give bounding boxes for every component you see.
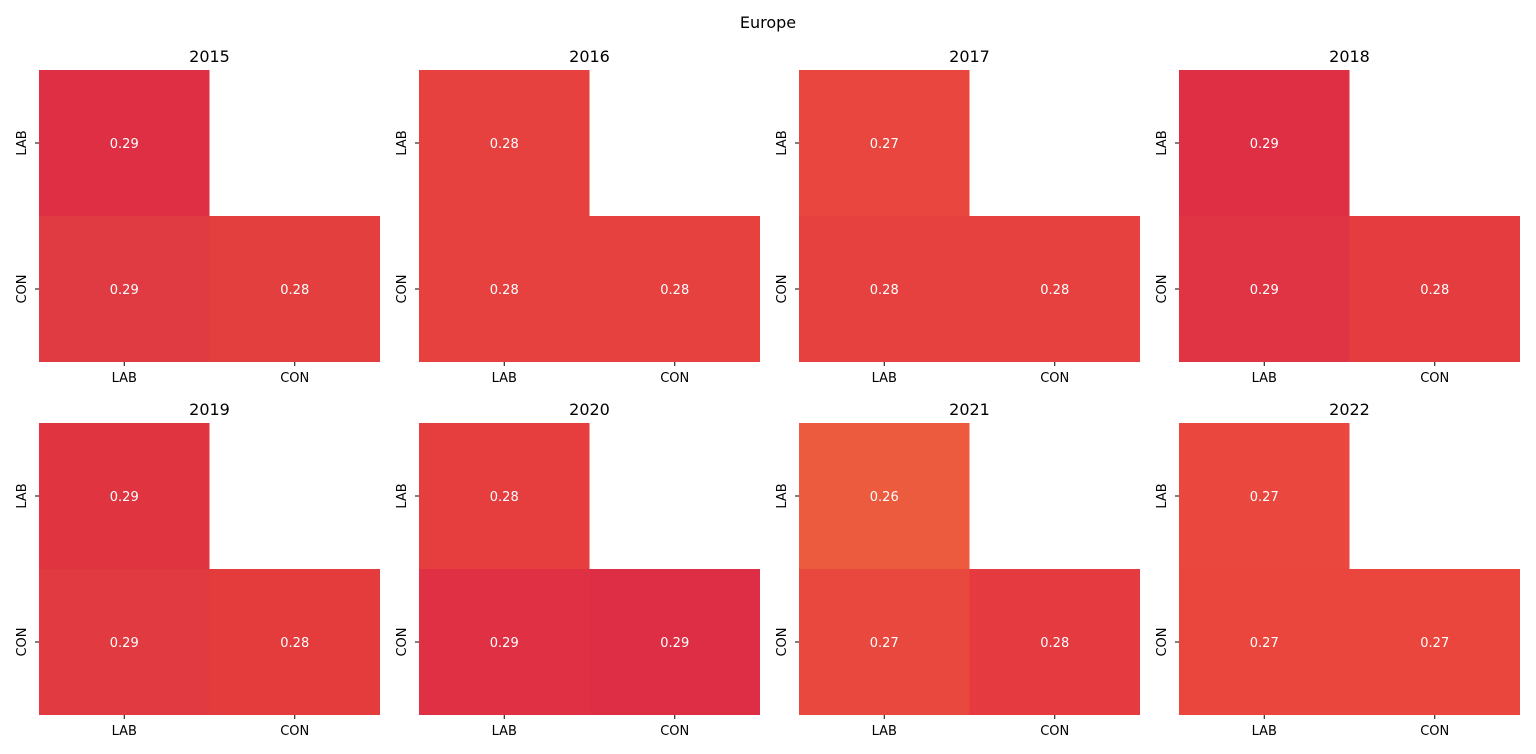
y-tick-label: CON [395, 274, 410, 303]
x-tick-label: LAB [492, 371, 517, 386]
heatmap-cell-CON-LAB [39, 569, 210, 715]
panel-title: 2017 [949, 47, 990, 66]
y-tick-label: CON [1155, 627, 1170, 656]
y-tick-label: LAB [775, 483, 790, 508]
y-tick-label: LAB [395, 483, 410, 508]
heatmap-panel-2022: 2022 0.27 0.27 0.27 LAB CON LAB CON [1155, 400, 1520, 739]
panel-title: 2018 [1329, 47, 1370, 66]
y-tick-label: CON [775, 274, 790, 303]
heatmap-panels: 2015 0.29 0.29 0.28 LAB CON LAB CON 2016 0.28 0.28… [15, 47, 1520, 739]
heatmap-cell-LAB-LAB [419, 423, 590, 569]
panel-title: 2022 [1329, 400, 1370, 419]
heatmap-panel-2015: 2015 0.29 0.29 0.28 LAB CON LAB CON [15, 47, 380, 386]
x-tick-label: LAB [492, 724, 517, 739]
x-tick-label: CON [280, 724, 309, 739]
y-tick-label: CON [1155, 274, 1170, 303]
heatmap-cell-CON-CON [1349, 569, 1520, 715]
cell-value-label: 0.28 [490, 490, 519, 505]
y-tick-label: CON [15, 627, 30, 656]
cell-value-label: 0.28 [870, 283, 899, 298]
heatmap-cell-CON-CON [209, 216, 380, 362]
x-tick-label: LAB [112, 724, 137, 739]
x-tick-label: LAB [1252, 724, 1277, 739]
heatmap-cell-LAB-LAB [799, 70, 970, 216]
heatmap-cell-LAB-LAB [39, 70, 210, 216]
heatmap-cell-CON-LAB [1179, 216, 1350, 362]
cell-value-label: 0.29 [660, 636, 689, 651]
heatmap-cell-CON-CON [969, 569, 1140, 715]
panel-title: 2020 [569, 400, 610, 419]
y-tick-label: LAB [1155, 483, 1170, 508]
x-tick-label: LAB [872, 371, 897, 386]
x-tick-label: LAB [872, 724, 897, 739]
heatmap-cell-LAB-LAB [39, 423, 210, 569]
x-tick-label: CON [1420, 724, 1449, 739]
heatmap-cell-CON-CON [969, 216, 1140, 362]
heatmap-cell-CON-LAB [799, 216, 970, 362]
y-tick-label: LAB [395, 130, 410, 155]
heatmap-cell-CON-CON [209, 569, 380, 715]
cell-value-label: 0.28 [490, 137, 519, 152]
heatmap-cell-CON-CON [589, 569, 760, 715]
heatmap-panel-2021: 2021 0.26 0.27 0.28 LAB CON LAB CON [775, 400, 1140, 739]
heatmap-cell-CON-LAB [419, 569, 590, 715]
y-tick-label: LAB [775, 130, 790, 155]
cell-value-label: 0.29 [110, 137, 139, 152]
panel-title: 2019 [189, 400, 230, 419]
x-tick-label: LAB [112, 371, 137, 386]
y-tick-label: CON [395, 627, 410, 656]
x-tick-label: CON [660, 371, 689, 386]
cell-value-label: 0.28 [1420, 283, 1449, 298]
heatmap-cell-CON-LAB [1179, 569, 1350, 715]
cell-value-label: 0.28 [490, 283, 519, 298]
cell-value-label: 0.28 [280, 283, 309, 298]
heatmap-cell-CON-CON [1349, 216, 1520, 362]
heatmap-panel-2019: 2019 0.29 0.29 0.28 LAB CON LAB CON [15, 400, 380, 739]
heatmap-cell-CON-CON [589, 216, 760, 362]
x-tick-label: CON [1420, 371, 1449, 386]
heatmap-panel-2016: 2016 0.28 0.28 0.28 LAB CON LAB CON [395, 47, 760, 386]
heatmap-cell-LAB-LAB [799, 423, 970, 569]
y-tick-label: LAB [1155, 130, 1170, 155]
heatmap-cell-LAB-LAB [1179, 70, 1350, 216]
y-tick-label: LAB [15, 483, 30, 508]
heatmap-cell-CON-LAB [419, 216, 590, 362]
x-tick-label: CON [1040, 371, 1069, 386]
cell-value-label: 0.27 [1250, 636, 1279, 651]
cell-value-label: 0.29 [1250, 137, 1279, 152]
cell-value-label: 0.27 [870, 636, 899, 651]
y-tick-label: CON [775, 627, 790, 656]
heatmap-cell-CON-LAB [39, 216, 210, 362]
heatmap-cell-CON-LAB [799, 569, 970, 715]
cell-value-label: 0.29 [110, 283, 139, 298]
cell-value-label: 0.26 [870, 490, 899, 505]
x-tick-label: CON [1040, 724, 1069, 739]
cell-value-label: 0.28 [1040, 636, 1069, 651]
heatmap-cell-LAB-LAB [419, 70, 590, 216]
panel-title: 2016 [569, 47, 610, 66]
cell-value-label: 0.29 [110, 490, 139, 505]
y-tick-label: LAB [15, 130, 30, 155]
cell-value-label: 0.27 [870, 137, 899, 152]
cell-value-label: 0.29 [110, 636, 139, 651]
heatmap-panel-2017: 2017 0.27 0.28 0.28 LAB CON LAB CON [775, 47, 1140, 386]
heatmap-panel-2020: 2020 0.28 0.29 0.29 LAB CON LAB CON [395, 400, 760, 739]
cell-value-label: 0.27 [1420, 636, 1449, 651]
cell-value-label: 0.29 [490, 636, 519, 651]
cell-value-label: 0.28 [1040, 283, 1069, 298]
heatmap-panel-2018: 2018 0.29 0.29 0.28 LAB CON LAB CON [1155, 47, 1520, 386]
cell-value-label: 0.28 [280, 636, 309, 651]
cell-value-label: 0.29 [1250, 283, 1279, 298]
cell-value-label: 0.28 [660, 283, 689, 298]
x-tick-label: LAB [1252, 371, 1277, 386]
cell-value-label: 0.27 [1250, 490, 1279, 505]
panel-title: 2015 [189, 47, 230, 66]
x-tick-label: CON [660, 724, 689, 739]
panel-title: 2021 [949, 400, 990, 419]
y-tick-label: CON [15, 274, 30, 303]
x-tick-label: CON [280, 371, 309, 386]
heatmap-cell-LAB-LAB [1179, 423, 1350, 569]
figure-title: Europe [740, 13, 796, 32]
